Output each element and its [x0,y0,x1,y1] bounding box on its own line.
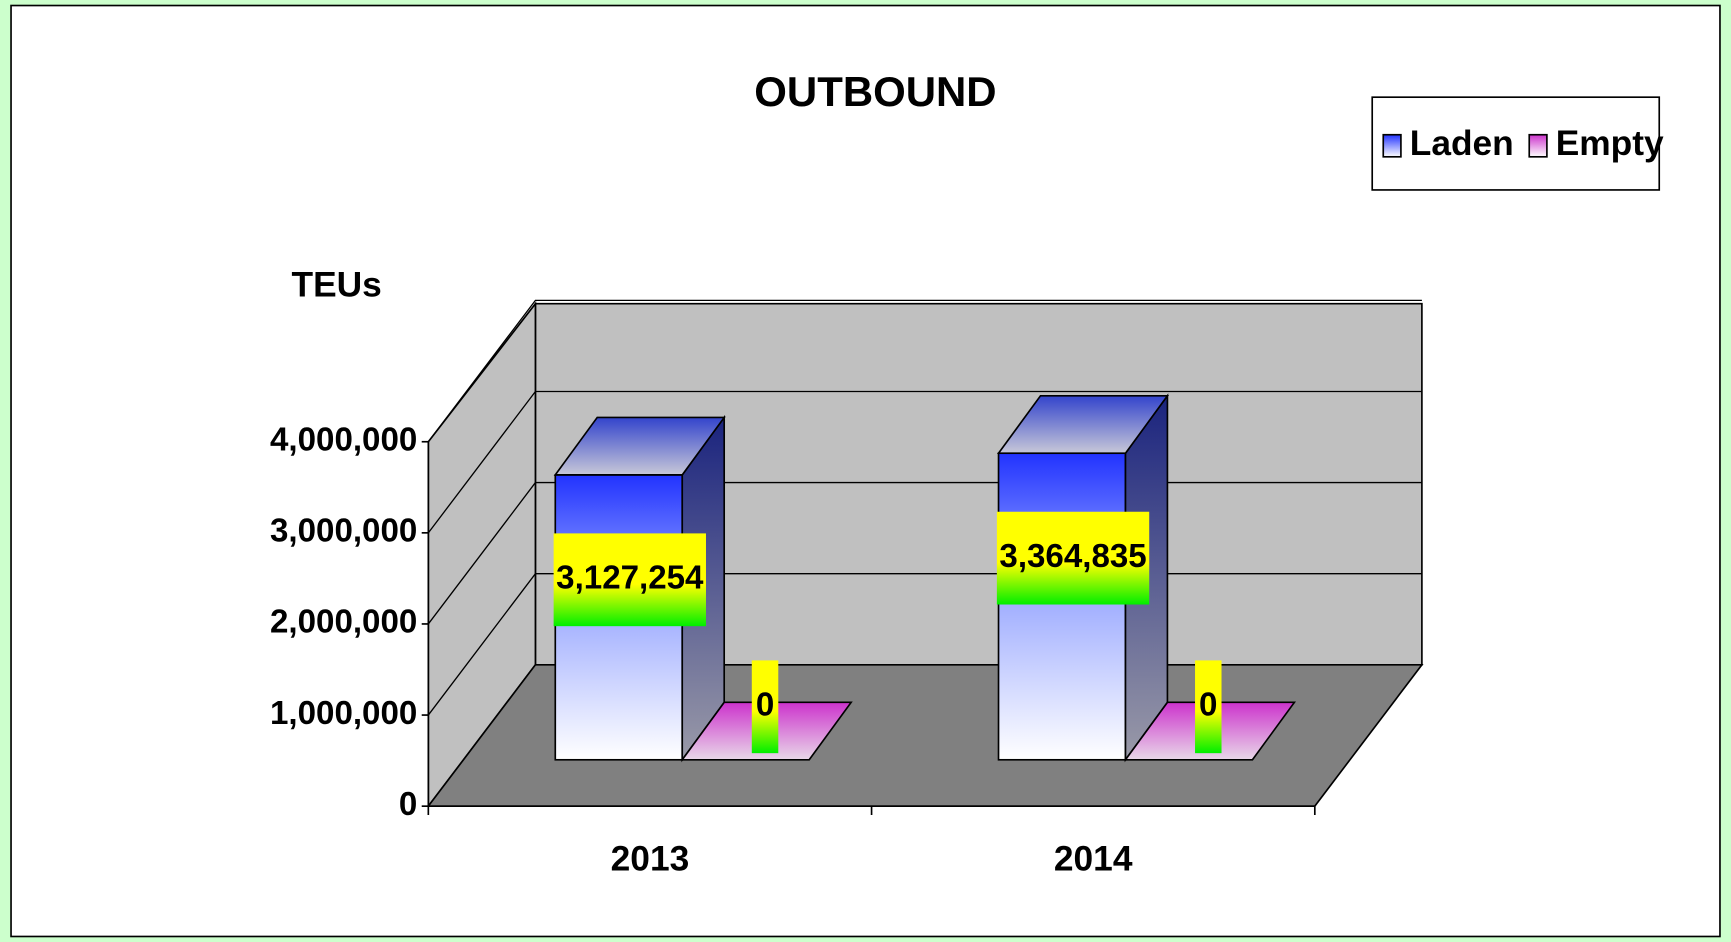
legend-swatch [1382,133,1402,158]
legend-label: Laden [1410,124,1514,163]
y-tick-label: 4,000,000 [270,421,417,458]
y-axis-label: TEUs [292,265,382,304]
bar-top [996,394,1170,455]
legend [1371,96,1661,191]
data-label-box [996,511,1150,605]
y-tick-label: 3,000,000 [270,513,417,550]
bar-top [553,416,726,476]
y-tick-label: 0 [399,786,417,823]
y-tick-label: 2,000,000 [270,604,417,641]
grid-line [427,299,1422,443]
grid-line [427,390,1422,534]
bar-front [997,452,1127,761]
data-label-box [1195,660,1222,754]
x-tick-label: 2013 [611,840,690,879]
data-label: 3,364,835 [999,538,1146,575]
data-label-box [751,660,779,754]
y-tick-label: 1,000,000 [270,695,417,732]
data-label-box [553,533,706,627]
legend-label: Empty [1556,124,1664,163]
data-label: 0 [756,687,774,724]
chart-title: OUTBOUND [754,68,996,115]
legend-swatch [1528,133,1548,158]
data-label: 3,127,254 [556,560,704,597]
x-tick-label: 2014 [1054,840,1133,879]
data-label: 0 [1199,687,1217,724]
